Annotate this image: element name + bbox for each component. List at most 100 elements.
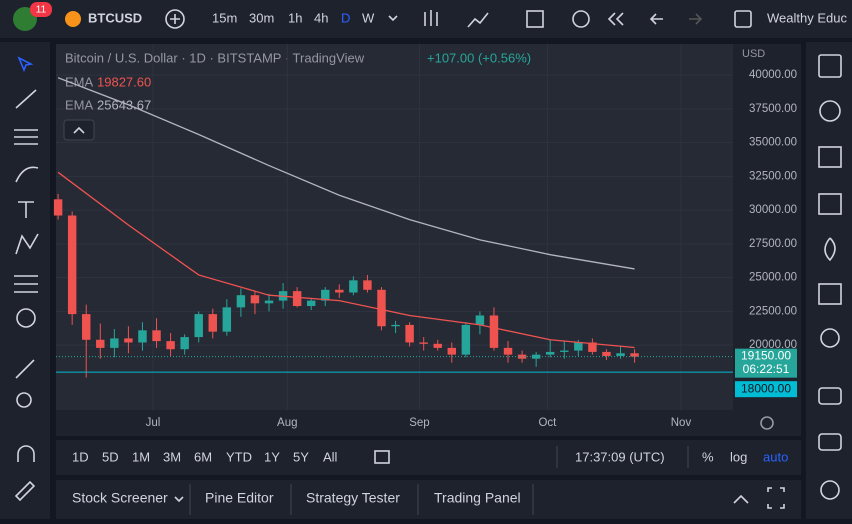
candle-body: [588, 342, 597, 352]
legend-name: EMA: [65, 74, 94, 89]
prediction-tool[interactable]: [14, 275, 38, 293]
range-button[interactable]: 1Y: [264, 449, 280, 464]
alerts[interactable]: [819, 100, 841, 122]
add-symbol-plus: [170, 14, 180, 24]
interval-menu[interactable]: [388, 15, 398, 22]
lock-tool[interactable]: [14, 480, 36, 502]
replay[interactable]: [607, 12, 624, 26]
interval[interactable]: 4h: [314, 10, 328, 25]
candle-body: [419, 342, 428, 344]
btc-icon: [65, 11, 81, 27]
fib-tool[interactable]: [14, 129, 38, 145]
candle-body: [264, 300, 274, 304]
candle-body: [306, 300, 316, 307]
streams[interactable]: [818, 433, 842, 451]
panel-tab[interactable]: Strategy Tester: [306, 490, 400, 506]
redo[interactable]: [689, 13, 703, 25]
clock[interactable]: 17:37:09 (UTC): [575, 449, 665, 464]
range-button[interactable]: 5D: [102, 449, 119, 464]
brush-tool[interactable]: [15, 166, 39, 183]
panel-tab[interactable]: Stock Screener: [72, 490, 168, 506]
measure-tool[interactable]: [15, 359, 35, 379]
y-tick-label: 40000.00: [749, 69, 797, 81]
x-tick-label: Nov: [671, 417, 692, 429]
interval[interactable]: W: [362, 10, 375, 25]
zoom-tool[interactable]: [16, 392, 32, 408]
ema-line: [57, 171, 635, 349]
icon-tool[interactable]: [16, 308, 36, 328]
date-range[interactable]: [374, 450, 390, 464]
add-symbol[interactable]: [165, 9, 185, 29]
range-button[interactable]: 1D: [72, 449, 89, 464]
candle-body: [349, 280, 358, 293]
indicators[interactable]: [467, 12, 489, 28]
chats[interactable]: [818, 387, 842, 405]
layout-checkbox[interactable]: [734, 10, 752, 28]
badge: [30, 2, 52, 17]
y-tick-label: 27500.00: [749, 238, 797, 250]
help[interactable]: [820, 480, 840, 500]
layouts[interactable]: [526, 10, 544, 28]
panel-tab[interactable]: Pine Editor: [205, 490, 274, 506]
line-tool[interactable]: [15, 89, 37, 109]
undo[interactable]: [649, 13, 663, 25]
legend-value: 25643.67: [97, 97, 151, 112]
maximize-panel[interactable]: [733, 494, 749, 504]
x-tick-label: Jul: [146, 417, 161, 429]
hotlist[interactable]: [824, 237, 836, 262]
magnet-tool[interactable]: [17, 445, 35, 462]
scale-option[interactable]: %: [702, 449, 714, 464]
data-window[interactable]: [818, 193, 842, 215]
candle-body: [433, 343, 442, 348]
pattern-tool[interactable]: [15, 233, 39, 255]
cursor-tool[interactable]: [17, 56, 34, 73]
candle-body: [222, 307, 232, 332]
candle-body: [236, 295, 246, 308]
scale-option[interactable]: auto: [763, 449, 788, 464]
collapse-arrow: [73, 126, 85, 134]
symbol[interactable]: BTCUSD: [88, 10, 142, 25]
candle-body: [377, 289, 386, 327]
ideas[interactable]: [820, 328, 840, 348]
tab-menu[interactable]: [174, 496, 184, 503]
interval[interactable]: 30m: [249, 10, 274, 25]
interval[interactable]: 15m: [212, 10, 237, 25]
bottom-panel: [56, 480, 801, 519]
candle-body: [152, 330, 161, 342]
y-tick-label: 32500.00: [749, 170, 797, 182]
range-bar: [56, 440, 801, 475]
calendar[interactable]: [818, 283, 842, 305]
legend-value: 19827.60: [97, 74, 151, 89]
chart-type[interactable]: [424, 10, 438, 26]
range-button[interactable]: 1M: [132, 449, 150, 464]
candle-body: [250, 295, 260, 304]
interval[interactable]: D: [341, 10, 350, 25]
collapse-legend[interactable]: [63, 119, 95, 141]
last-price-box: [735, 348, 797, 378]
candle-body: [405, 324, 414, 343]
watchlist[interactable]: [818, 54, 842, 78]
range-button[interactable]: 6M: [194, 449, 212, 464]
range-button[interactable]: All: [323, 449, 338, 464]
panel-tab[interactable]: Trading Panel: [434, 490, 521, 506]
range-button[interactable]: 5Y: [293, 449, 309, 464]
settings[interactable]: [760, 416, 774, 430]
time-axis: [56, 410, 801, 436]
range-button[interactable]: YTD: [226, 449, 252, 464]
right-sidebar: [806, 42, 852, 519]
currency[interactable]: USD: [742, 48, 765, 60]
fullscreen[interactable]: [767, 487, 785, 509]
x-tick-label: Oct: [538, 417, 557, 429]
alert[interactable]: [572, 10, 590, 28]
news[interactable]: [818, 146, 842, 168]
y-tick-label: 20000.00: [749, 339, 797, 351]
badge-count: 11: [36, 5, 47, 16]
top-toolbar: [0, 0, 852, 38]
text-tool[interactable]: [18, 201, 34, 218]
account-name[interactable]: Wealthy Educ: [767, 10, 847, 25]
scale-option[interactable]: log: [730, 449, 747, 464]
countdown: 06:22:51: [743, 362, 790, 376]
range-button[interactable]: 3M: [163, 449, 181, 464]
candle-body: [138, 330, 147, 343]
interval[interactable]: 1h: [288, 10, 302, 25]
